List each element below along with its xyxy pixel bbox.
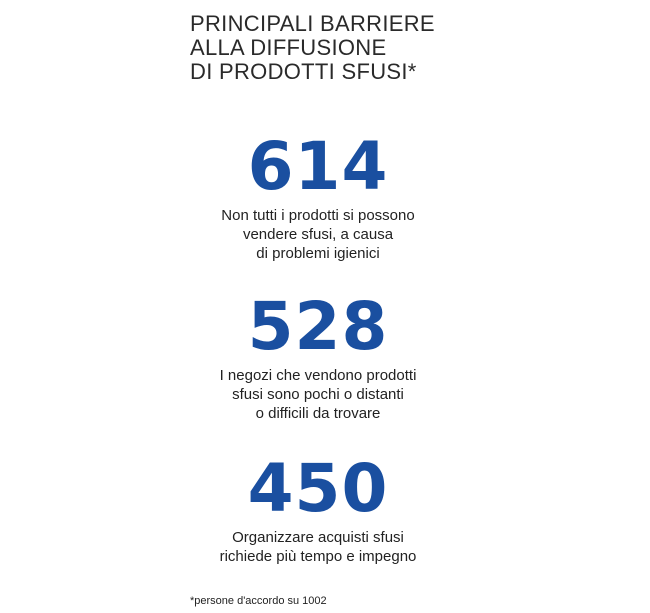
title-line: ALLA DIFFUSIONE (190, 35, 387, 60)
stat-description: Organizzare acquisti sfusi richiede più … (168, 528, 468, 566)
stat-block: 450 Organizzare acquisti sfusi richiede … (168, 456, 468, 566)
infographic-title: PRINCIPALI BARRIERE ALLA DIFFUSIONE DI P… (190, 12, 435, 84)
description-line: Non tutti i prodotti si possono (221, 207, 415, 224)
stat-block: 614 Non tutti i prodotti si possono vend… (168, 134, 468, 263)
title-line: DI PRODOTTI SFUSI* (190, 59, 417, 84)
description-line: di problemi igienici (256, 245, 380, 262)
stat-block: 528 I negozi che vendono prodotti sfusi … (168, 294, 468, 423)
footnote: *persone d'accordo su 1002 (190, 595, 327, 607)
stat-description: Non tutti i prodotti si possono vendere … (168, 206, 468, 263)
description-line: sfusi sono pochi o distanti (232, 386, 404, 403)
stat-description: I negozi che vendono prodotti sfusi sono… (168, 366, 468, 423)
stat-value: 528 (247, 288, 389, 365)
description-line: vendere sfusi, a causa (242, 226, 394, 243)
description-line: richiede più tempo e impegno (219, 548, 417, 565)
description-line: Organizzare acquisti sfusi (232, 529, 404, 546)
stat-value: 450 (247, 450, 389, 527)
description-line: o difficili da trovare (255, 405, 381, 422)
stat-value: 614 (247, 128, 389, 205)
title-line: PRINCIPALI BARRIERE (190, 11, 435, 36)
description-line: I negozi che vendono prodotti (219, 367, 417, 384)
